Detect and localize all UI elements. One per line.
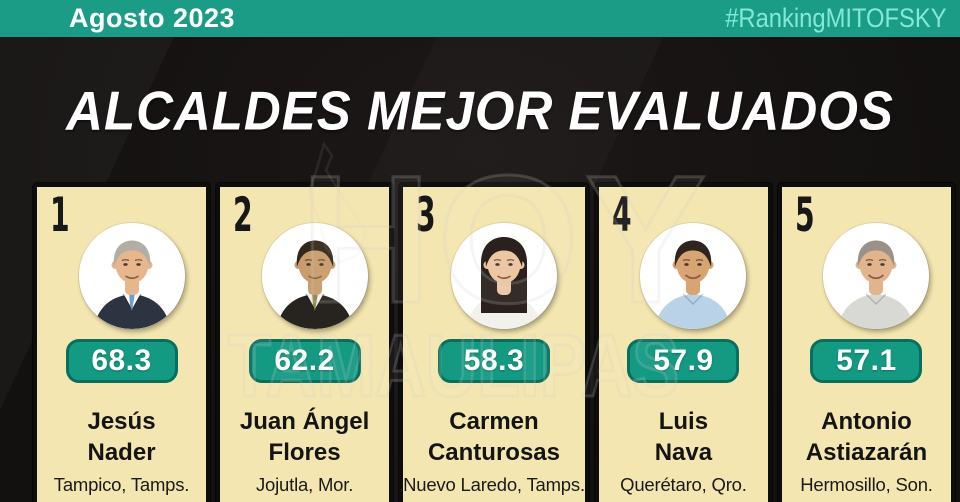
- page-title: ALCALDES MEJOR EVALUADOS: [66, 79, 894, 141]
- mayor-name: Carmen Canturosas: [427, 408, 561, 466]
- rank-number: 1: [50, 188, 70, 243]
- score-badge: 62.2: [248, 339, 361, 383]
- mayor-avatar: [78, 223, 185, 329]
- score-value: 62.2: [274, 344, 335, 377]
- hashtag-label: #RankingMITOFSKY: [725, 3, 947, 33]
- mayor-card-1: 1: [33, 183, 211, 502]
- mayor-name: Juan Ángel Flores: [239, 408, 370, 466]
- rank-number: 4: [611, 188, 632, 243]
- score-badge: 57.1: [810, 339, 923, 383]
- mayor-location: Jojutla, Mor.: [256, 474, 354, 495]
- mayor-name: Jesús Nader: [87, 408, 156, 466]
- score-badge: 58.3: [437, 339, 550, 383]
- score-value: 57.9: [653, 344, 714, 377]
- score-badge: 57.9: [627, 339, 740, 383]
- date-label: Agosto 2023: [69, 3, 236, 33]
- rank-number: 5: [794, 188, 815, 243]
- mayor-name: Antonio Astiazarán: [805, 408, 928, 466]
- mayor-avatar: [823, 223, 930, 329]
- score-value: 57.1: [836, 344, 897, 377]
- score-badge: 68.3: [65, 339, 178, 383]
- mayor-photo: [78, 223, 185, 329]
- mayor-avatar: [640, 223, 747, 329]
- mayor-location: Tampico, Tamps.: [53, 474, 190, 495]
- mayor-photo: [450, 223, 557, 329]
- mayor-card-2: 2: [216, 183, 394, 502]
- title-band: ALCALDES MEJOR EVALUADOS: [0, 37, 960, 183]
- mayor-card-4: 4: [594, 183, 772, 502]
- rank-number: 3: [416, 188, 436, 243]
- mayor-location: Hermosillo, Son.: [800, 474, 933, 495]
- mayor-photo: [823, 223, 930, 329]
- score-value: 58.3: [463, 344, 525, 377]
- mayor-avatar: [261, 223, 368, 329]
- score-value: 68.3: [91, 344, 152, 377]
- mayor-photo: [640, 223, 747, 329]
- mayor-avatar: [450, 223, 557, 329]
- mayor-location: Nuevo Laredo, Tamps.: [403, 474, 585, 495]
- mayor-card-5: 5: [777, 183, 955, 502]
- ranking-cards-row: 1: [33, 183, 955, 502]
- mayor-name: Luis Nava: [654, 408, 713, 466]
- top-bar: Agosto 2023 #RankingMITOFSKY: [0, 0, 960, 37]
- mayor-location: Querétaro, Qro.: [620, 474, 747, 495]
- mayor-photo: [261, 223, 368, 329]
- mayor-card-3: 3: [399, 183, 589, 502]
- rank-number: 2: [233, 188, 253, 243]
